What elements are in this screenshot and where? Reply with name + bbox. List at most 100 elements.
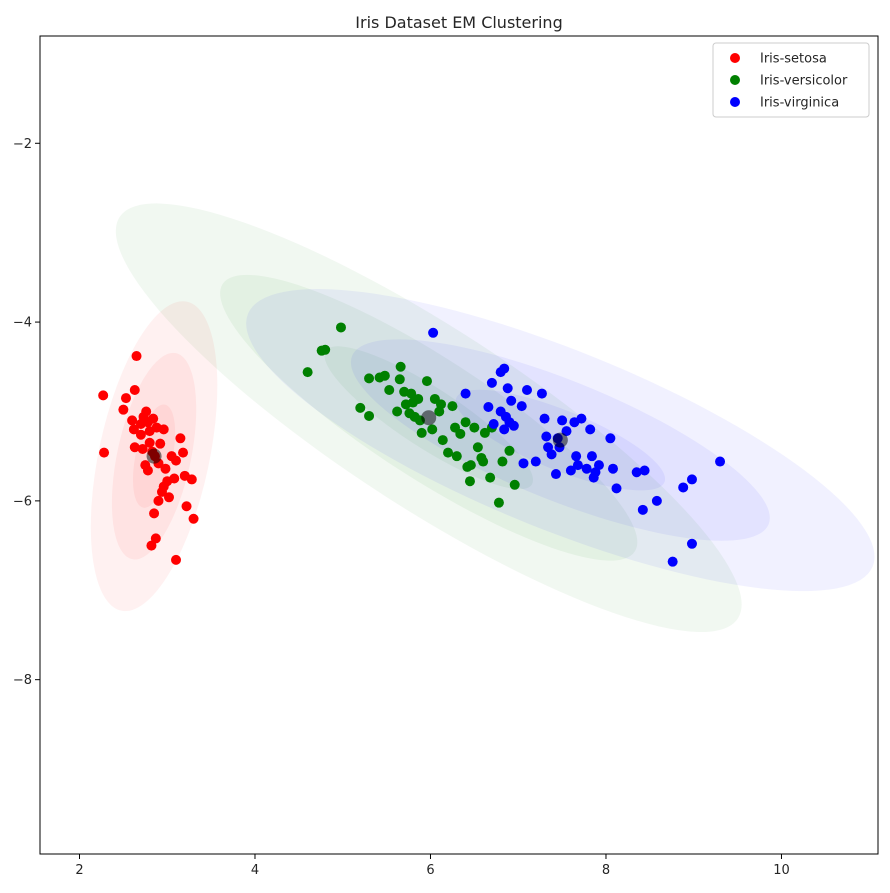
x-tick-label-0: 2 (75, 863, 83, 878)
point-series-0-18 (142, 465, 153, 476)
point-series-1-4 (355, 402, 366, 413)
point-series-0-24 (160, 463, 171, 474)
point-series-2-16 (518, 458, 529, 469)
point-series-2-22 (546, 449, 557, 460)
y-tick-label-2: −6 (13, 494, 32, 509)
point-series-0-34 (178, 447, 189, 458)
point-series-1-21 (416, 427, 427, 438)
point-series-1-9 (384, 385, 395, 396)
point-series-1-44 (493, 497, 504, 508)
point-series-0-15 (148, 413, 159, 424)
point-series-0-32 (169, 473, 180, 484)
legend: Iris-setosa Iris-versicolor Iris-virginica (712, 42, 870, 118)
point-series-2-23 (550, 469, 561, 480)
point-series-2-38 (593, 460, 604, 471)
point-series-2-6 (502, 383, 513, 394)
point-series-2-19 (539, 413, 550, 424)
point-series-2-50 (715, 456, 726, 467)
legend-label-0: Iris-setosa (760, 52, 827, 67)
point-series-0-3 (120, 393, 131, 404)
point-series-1-38 (472, 442, 483, 453)
point-series-1-42 (485, 472, 496, 483)
point-series-0-12 (141, 406, 152, 417)
point-series-2-28 (565, 465, 576, 476)
point-series-0-33 (175, 433, 186, 444)
point-series-0-7 (128, 424, 139, 435)
y-tick-label-3: −8 (13, 673, 32, 688)
point-series-0-6 (127, 415, 138, 426)
point-series-1-47 (509, 479, 520, 490)
point-series-2-31 (572, 460, 583, 471)
point-series-2-47 (678, 482, 689, 493)
point-series-0-5 (131, 351, 142, 362)
y-tick-label-0: −2 (13, 137, 32, 152)
point-series-1-41 (479, 427, 490, 438)
point-series-0-41 (146, 540, 157, 551)
point-series-2-43 (639, 465, 650, 476)
point-series-0-44 (144, 437, 155, 448)
point-series-1-11 (394, 374, 405, 385)
point-series-0-43 (137, 444, 148, 455)
point-series-2-26 (557, 415, 568, 426)
mean-marker-0 (146, 448, 162, 464)
point-series-0-2 (118, 404, 129, 415)
point-series-2-18 (536, 388, 547, 399)
mean-marker-2 (552, 432, 568, 448)
point-series-1-3 (335, 322, 346, 333)
mean-marker-1 (421, 410, 437, 426)
point-series-1-36 (465, 460, 476, 471)
point-series-1-10 (392, 406, 403, 417)
cluster-means (146, 410, 568, 464)
point-series-2-0 (428, 327, 439, 338)
point-series-2-20 (541, 431, 552, 442)
point-series-2-17 (530, 456, 541, 467)
point-series-2-45 (651, 495, 662, 506)
point-series-1-31 (451, 451, 462, 462)
point-series-0-10 (135, 429, 146, 440)
point-series-1-32 (455, 428, 466, 439)
x-tick-label-3: 8 (602, 863, 610, 878)
point-series-1-22 (421, 376, 432, 387)
point-series-0-27 (153, 495, 164, 506)
point-series-2-39 (605, 433, 616, 444)
chart-title: Iris Dataset EM Clustering (355, 13, 562, 32)
point-series-0-29 (163, 492, 174, 503)
point-series-2-41 (611, 483, 622, 494)
legend-marker-1 (730, 75, 740, 85)
y-axis: −2 −4 −6 −8 (13, 137, 40, 688)
point-series-1-19 (413, 393, 424, 404)
point-series-2-48 (686, 474, 697, 485)
point-series-1-29 (447, 401, 458, 412)
point-series-2-46 (667, 556, 678, 567)
point-series-2-34 (585, 424, 596, 435)
legend-label-1: Iris-versicolor (760, 74, 848, 89)
point-series-0-0 (98, 390, 109, 401)
point-series-1-37 (469, 422, 480, 433)
point-series-1-2 (320, 344, 331, 355)
x-tick-label-2: 6 (426, 863, 434, 878)
point-series-1-8 (379, 370, 390, 381)
point-series-1-45 (497, 456, 508, 467)
point-series-0-22 (155, 438, 166, 449)
point-series-2-44 (637, 504, 648, 515)
legend-box (712, 42, 870, 118)
point-series-2-3 (486, 377, 497, 388)
point-series-1-23 (427, 424, 438, 435)
point-series-1-0 (302, 367, 313, 378)
point-series-0-42 (150, 533, 161, 544)
point-series-1-16 (406, 388, 417, 399)
data-points (98, 322, 726, 567)
point-series-2-32 (576, 413, 587, 424)
point-series-0-37 (181, 501, 192, 512)
point-series-1-27 (437, 435, 448, 446)
point-series-0-8 (129, 442, 140, 453)
point-series-0-40 (149, 508, 160, 519)
x-tick-label-4: 10 (773, 863, 790, 878)
point-series-1-40 (478, 456, 489, 467)
point-series-2-7 (506, 395, 517, 406)
point-series-2-42 (631, 467, 642, 478)
point-series-2-49 (686, 538, 697, 549)
point-series-1-6 (364, 410, 375, 421)
point-series-2-10 (499, 424, 510, 435)
x-axis: 2 4 6 8 10 (75, 854, 790, 878)
